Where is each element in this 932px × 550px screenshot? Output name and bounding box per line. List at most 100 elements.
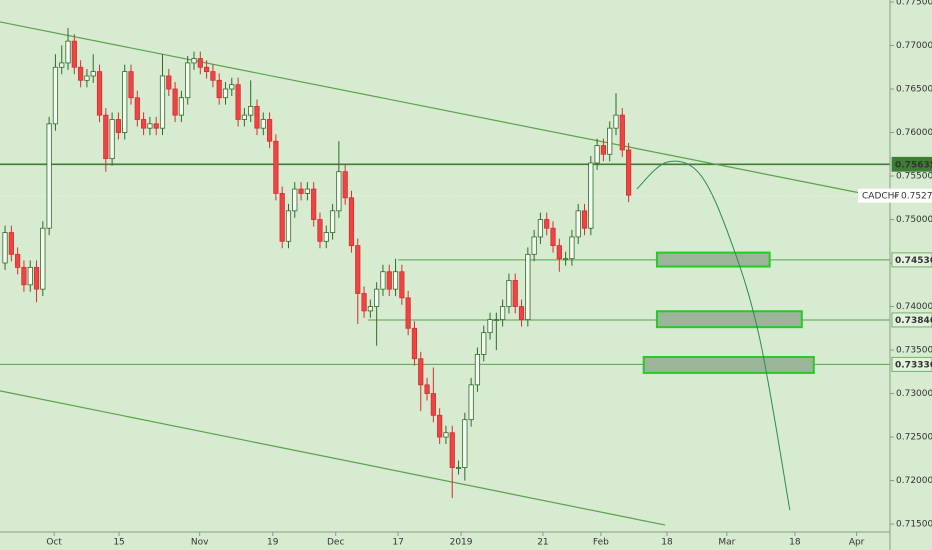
candle-body (544, 219, 550, 229)
candle-body (40, 227, 46, 290)
candle-body (90, 71, 96, 77)
candle-body (134, 97, 140, 120)
candle-body (342, 171, 348, 199)
candle (33, 260, 40, 303)
candle-body (115, 119, 122, 133)
candle-body (367, 306, 373, 312)
candle (550, 221, 556, 253)
zone (655, 251, 771, 268)
candle (518, 299, 525, 327)
candle (329, 203, 336, 240)
y-tick-label: 0.77000 (896, 41, 932, 51)
candle (474, 347, 481, 392)
y-tick-label: 0.72000 (896, 476, 932, 486)
candle-body (254, 106, 260, 129)
candle (430, 367, 436, 423)
candle (103, 108, 109, 172)
candle-body (15, 253, 21, 268)
candle-body (575, 210, 581, 238)
candle (166, 69, 172, 96)
candle (27, 260, 33, 292)
candle (392, 258, 399, 297)
candle-body (78, 66, 84, 81)
candle-body (462, 419, 468, 468)
x-tick-label: Apr (849, 538, 865, 548)
candle (159, 54, 166, 136)
candle (71, 34, 77, 75)
candle (449, 425, 455, 498)
candle-body (430, 393, 436, 416)
candle-body (361, 293, 367, 312)
candle (626, 142, 632, 203)
zone (642, 356, 815, 374)
candle (298, 182, 304, 201)
candle-body (298, 188, 304, 194)
candle-body (203, 66, 210, 73)
candle (178, 90, 185, 123)
candle-body (455, 467, 462, 469)
candle-body (235, 84, 241, 120)
candle (210, 64, 216, 88)
candle-body (525, 253, 531, 321)
candle (84, 69, 90, 88)
candle (544, 212, 550, 236)
candle-body (191, 58, 197, 64)
candle-body (500, 306, 506, 321)
candle (229, 77, 235, 96)
candle (21, 260, 27, 292)
x-tick-label: Feb (593, 538, 609, 548)
candle-body (52, 66, 59, 125)
candle-body (512, 280, 518, 307)
candle-body (273, 140, 279, 194)
candle (279, 186, 285, 249)
y-tick-label: 0.73500 (896, 346, 932, 356)
candle (556, 238, 562, 272)
candle (424, 377, 430, 401)
candle-body (323, 232, 329, 242)
candle-body (487, 319, 493, 334)
candle (222, 82, 229, 105)
price-label-box (858, 188, 932, 203)
candle (613, 93, 619, 136)
candle-body (317, 219, 323, 242)
candle (506, 273, 512, 314)
candle-body (563, 258, 569, 261)
x-tick-label: Mar (718, 538, 735, 548)
candle-body (166, 75, 172, 90)
candle-body (248, 106, 254, 116)
y-tick-label: 0.74000 (896, 302, 932, 312)
candle (418, 351, 424, 411)
candle-body (8, 232, 14, 255)
candle-body (33, 266, 40, 290)
candle-body (178, 97, 185, 116)
candle (115, 112, 122, 140)
candle-body (109, 119, 115, 160)
candle (386, 264, 392, 297)
last-price-label: 0.75275 (901, 192, 932, 202)
candle-body (21, 266, 27, 286)
candle (266, 112, 273, 149)
trendline (0, 390, 666, 526)
candle-body (556, 245, 562, 260)
candle-body (468, 384, 474, 421)
candle (78, 60, 84, 88)
candle-body (311, 188, 317, 220)
y-tick-label: 0.75500 (896, 172, 932, 182)
candle (537, 212, 544, 244)
candle (2, 225, 8, 271)
candle (493, 312, 499, 351)
candle-body (581, 210, 588, 229)
candle (203, 60, 210, 79)
candle-body (374, 288, 380, 307)
candle-body (122, 71, 128, 133)
candle (185, 55, 191, 105)
candle-body (147, 123, 153, 129)
y-tick-label: 0.75000 (896, 215, 932, 225)
candle (153, 116, 159, 136)
candle (197, 51, 203, 75)
level-label: 0.75635 (895, 160, 932, 170)
candle (374, 282, 380, 346)
candle (248, 80, 254, 123)
candle-body (336, 171, 342, 212)
candle (141, 112, 147, 136)
